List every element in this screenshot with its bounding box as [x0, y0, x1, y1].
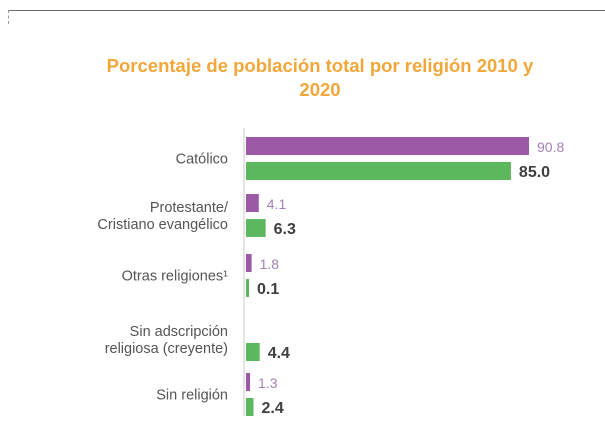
data-label-2020: 85.0 — [519, 164, 550, 181]
category-label: religiosa (creyente) — [105, 341, 228, 357]
data-label-2010: 1.8 — [260, 256, 280, 272]
data-label-2020: 0.1 — [257, 281, 279, 298]
bar-2010 — [246, 373, 251, 391]
data-label-2020: 6.3 — [274, 221, 296, 238]
data-label-2010: 90.8 — [537, 139, 564, 155]
data-label-2010: 1.3 — [258, 375, 278, 391]
bar-2010 — [246, 137, 529, 155]
bar-2020 — [246, 219, 266, 237]
category-label: Sin adscripción — [130, 324, 228, 340]
bar-2010 — [246, 254, 252, 272]
frame-corner-mark — [8, 10, 9, 24]
chart-title: Porcentaje de población total por religi… — [40, 54, 600, 102]
data-label-2010: 4.1 — [267, 196, 287, 212]
bar-2010 — [246, 194, 259, 212]
category-label: Protestante/ — [150, 200, 229, 216]
chart-title-line-2: 2020 — [299, 79, 341, 100]
data-label-2020: 2.4 — [261, 400, 283, 417]
data-label-2020: 4.4 — [268, 345, 290, 362]
category-label: Otras religiones¹ — [122, 269, 229, 285]
category-label: Sin religión — [156, 388, 228, 404]
category-label: Cristiano evangélico — [97, 217, 228, 233]
bar-2020 — [246, 162, 511, 180]
frame-top-border — [8, 10, 605, 11]
bar-2020 — [246, 343, 260, 361]
chart-title-line-1: Porcentaje de población total por religi… — [106, 55, 534, 76]
bar-2020 — [246, 398, 254, 416]
category-label: Católico — [176, 152, 228, 168]
bar-2020 — [246, 279, 249, 297]
